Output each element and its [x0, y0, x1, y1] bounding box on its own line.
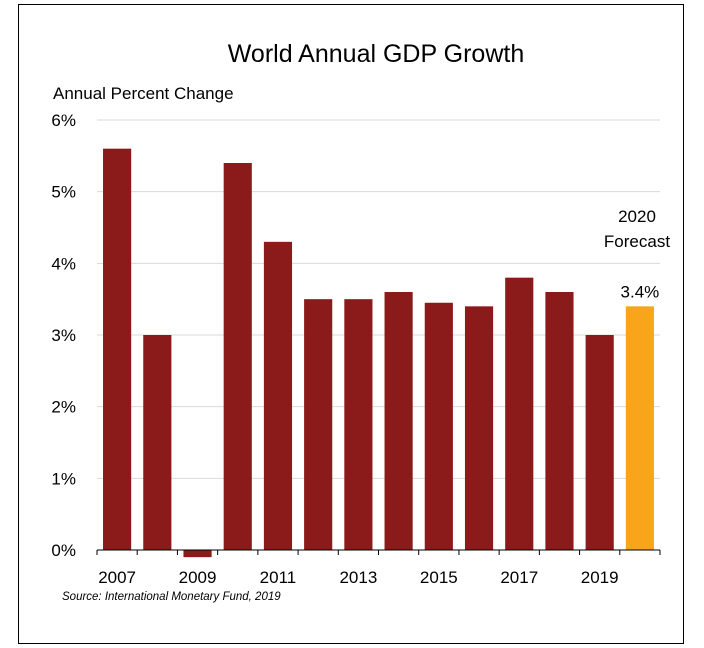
- y-tick-label: 1%: [51, 469, 76, 488]
- bar-2011: [263, 241, 293, 551]
- y-axis-label: Annual Percent Change: [53, 84, 234, 103]
- bar-2013: [344, 299, 373, 550]
- bar-2020: [625, 306, 654, 550]
- y-tick-label: 4%: [51, 254, 76, 273]
- y-tick-label: 3%: [51, 326, 76, 345]
- bar-2010: [223, 163, 252, 550]
- forecast-value-label: 3.4%: [621, 282, 660, 301]
- forecast-year-label: 2020: [618, 207, 656, 226]
- chart-title: World Annual GDP Growth: [228, 40, 524, 68]
- x-tick-label: 2015: [420, 568, 458, 587]
- y-tick-label: 6%: [51, 111, 76, 130]
- bar-2008: [143, 335, 172, 550]
- bar-2018: [545, 292, 574, 550]
- bar-2019: [585, 335, 614, 550]
- x-tick-label: 2017: [500, 568, 538, 587]
- x-tick-label: 2007: [98, 568, 136, 587]
- bar-2016: [464, 306, 494, 550]
- bar-2014: [384, 292, 413, 550]
- y-tick-label: 2%: [51, 398, 76, 417]
- y-tick-label: 5%: [51, 183, 76, 202]
- bar-2015: [424, 302, 453, 550]
- x-tick-label: 2011: [260, 568, 297, 587]
- x-tick-label: 2019: [581, 568, 619, 587]
- x-tick-label: 2013: [339, 568, 377, 587]
- x-tick-label: 2009: [179, 568, 217, 587]
- bar-2017: [505, 277, 534, 550]
- bar-2012: [304, 299, 333, 550]
- y-tick-label: 0%: [51, 541, 76, 560]
- forecast-label: Forecast: [604, 232, 670, 251]
- bar-2009: [183, 550, 212, 558]
- source-note: Source: International Monetary Fund, 201…: [62, 591, 281, 603]
- bar-2007: [103, 148, 132, 550]
